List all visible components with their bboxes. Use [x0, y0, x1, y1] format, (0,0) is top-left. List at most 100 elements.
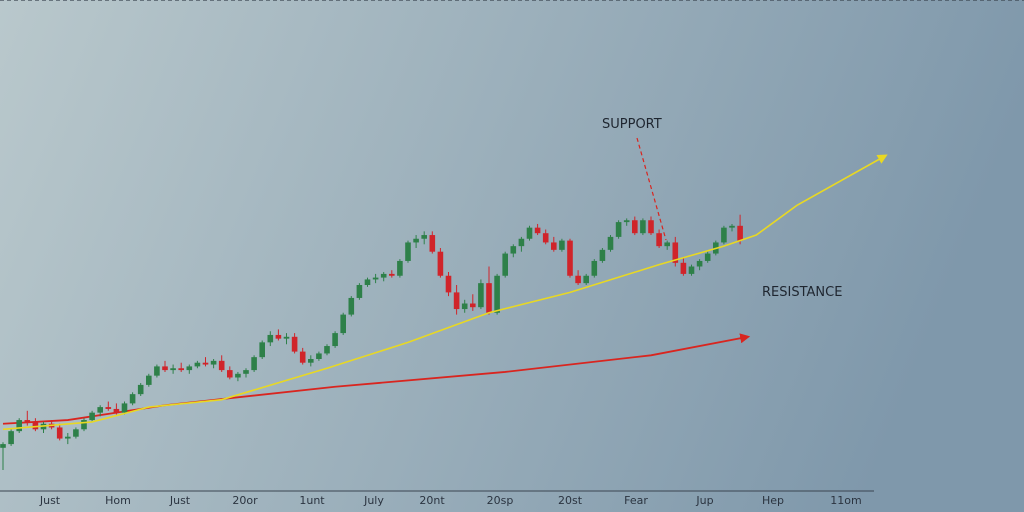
- candle: [24, 410, 31, 426]
- candle-body: [648, 220, 654, 234]
- candle: [421, 231, 427, 245]
- candle: [437, 248, 444, 278]
- candle: [105, 401, 112, 411]
- candle-body: [559, 240, 565, 250]
- candle-body: [348, 297, 355, 315]
- candle-body: [470, 303, 476, 308]
- candle: [648, 216, 654, 236]
- candle: [526, 225, 533, 241]
- x-tick-label: 1unt: [299, 494, 325, 507]
- x-tick-label: Jup: [695, 494, 713, 507]
- candle: [283, 333, 290, 345]
- candle: [56, 423, 63, 441]
- candle: [502, 251, 508, 278]
- candle: [73, 427, 79, 439]
- x-tick-label: 11om: [830, 494, 861, 507]
- candle: [583, 273, 589, 285]
- candle: [380, 272, 387, 282]
- candle-body: [575, 275, 581, 284]
- candle: [486, 266, 492, 315]
- candle-body: [478, 283, 484, 308]
- candle: [623, 218, 630, 226]
- candle: [235, 371, 241, 382]
- candle: [8, 429, 14, 446]
- candle-body: [129, 394, 136, 404]
- candle: [97, 405, 103, 417]
- candle-body: [567, 240, 573, 276]
- candle: [137, 383, 144, 396]
- candle-body: [24, 420, 31, 422]
- candle: [267, 331, 274, 347]
- candle-body: [688, 266, 695, 274]
- candle: [113, 403, 120, 415]
- candle: [146, 373, 152, 387]
- candle: [567, 238, 573, 278]
- x-tick-label: 20st: [558, 494, 583, 507]
- candle: [510, 244, 517, 258]
- candle-body: [445, 275, 452, 293]
- candle-body: [162, 366, 168, 371]
- candle: [129, 392, 136, 406]
- candle-body: [453, 292, 460, 310]
- candle-body: [89, 412, 95, 421]
- x-tick-label: July: [363, 494, 384, 507]
- candle-body: [389, 273, 395, 276]
- candle: [364, 277, 371, 287]
- candle-body: [113, 408, 120, 413]
- candle: [664, 240, 670, 250]
- candle-body: [137, 384, 144, 395]
- candle: [194, 360, 201, 369]
- candle-body: [526, 227, 533, 239]
- candle-body: [656, 233, 662, 247]
- candle: [65, 433, 71, 445]
- candle: [575, 270, 581, 285]
- candle: [559, 238, 565, 252]
- candle-body: [186, 366, 193, 371]
- candle: [680, 257, 687, 276]
- candle: [599, 248, 606, 263]
- candle: [696, 259, 703, 271]
- candle-body: [267, 334, 274, 343]
- candle-body: [672, 242, 679, 263]
- candle: [348, 296, 355, 317]
- candle-body: [623, 220, 630, 223]
- candle-body: [591, 260, 598, 276]
- candle-body: [437, 251, 444, 276]
- candle: [154, 364, 160, 378]
- candle: [202, 357, 209, 367]
- candle-body: [737, 225, 743, 241]
- candle: [324, 344, 330, 356]
- x-tick-label: Just: [169, 494, 191, 507]
- candle: [372, 273, 379, 284]
- candle-body: [8, 431, 14, 445]
- candle-body: [81, 420, 87, 430]
- x-tick-label: Hep: [762, 494, 784, 507]
- candle: [299, 347, 306, 365]
- candle: [534, 223, 541, 236]
- candle-body: [16, 420, 22, 432]
- candle-body: [542, 233, 549, 243]
- candle: [210, 359, 217, 369]
- candle: [615, 220, 622, 239]
- candle: [186, 364, 193, 374]
- candle-body: [227, 370, 233, 378]
- candle: [721, 225, 727, 245]
- candle: [340, 312, 346, 335]
- candle: [121, 401, 128, 415]
- x-tick-label: Hom: [105, 494, 131, 507]
- candle-body: [259, 342, 265, 358]
- candle-body: [210, 360, 217, 365]
- candle: [291, 333, 298, 354]
- candle-body: [97, 407, 103, 413]
- candle: [162, 360, 168, 372]
- candle: [397, 259, 403, 278]
- candle: [470, 294, 476, 311]
- candle: [251, 355, 257, 372]
- candle-body: [65, 436, 71, 439]
- candle-body: [502, 253, 508, 276]
- candle-body: [583, 275, 589, 284]
- candle: [243, 368, 249, 378]
- candle-body: [696, 260, 703, 267]
